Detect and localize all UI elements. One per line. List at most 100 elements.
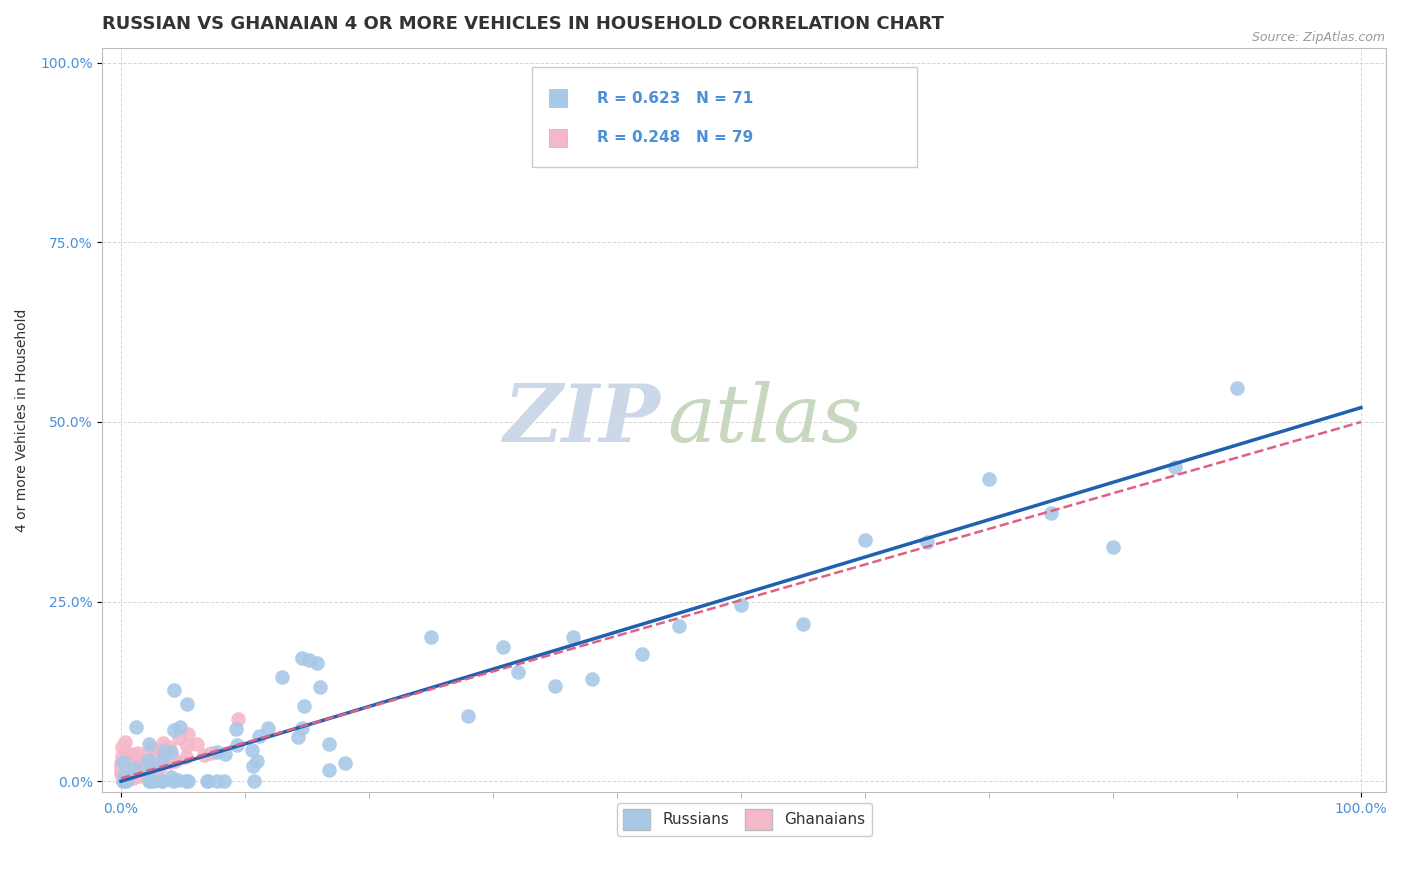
Point <box>200 746 222 760</box>
Point <box>214 747 236 762</box>
Point <box>292 698 315 713</box>
Point <box>121 771 143 785</box>
Point <box>176 739 198 753</box>
Point <box>212 774 235 789</box>
Text: R = 0.248   N = 79: R = 0.248 N = 79 <box>596 130 752 145</box>
Point <box>550 103 572 118</box>
Point <box>1102 540 1125 554</box>
Point <box>127 766 149 780</box>
Point <box>169 720 191 734</box>
Point <box>124 761 146 775</box>
Point <box>561 630 583 644</box>
Point <box>167 731 190 745</box>
Point <box>193 747 215 762</box>
Point <box>111 770 134 784</box>
Point <box>115 772 138 787</box>
Point <box>197 774 219 789</box>
Point <box>111 749 134 764</box>
Point <box>246 755 269 769</box>
Point <box>112 755 135 769</box>
Point <box>205 745 228 759</box>
Point <box>270 670 292 684</box>
Point <box>114 761 136 775</box>
Point <box>163 682 186 697</box>
Point <box>148 743 170 757</box>
Point <box>124 765 146 780</box>
Point <box>121 747 143 761</box>
Point <box>160 746 183 760</box>
Point <box>668 619 690 633</box>
Point <box>139 752 162 766</box>
Text: RUSSIAN VS GHANAIAN 4 OR MORE VEHICLES IN HOUSEHOLD CORRELATION CHART: RUSSIAN VS GHANAIAN 4 OR MORE VEHICLES I… <box>103 15 945 33</box>
Point <box>163 723 186 737</box>
Point <box>240 743 263 757</box>
Point <box>115 754 138 768</box>
Point <box>177 774 200 789</box>
Point <box>129 767 152 781</box>
Point <box>291 651 314 665</box>
Point <box>111 739 134 754</box>
Text: ZIP: ZIP <box>503 382 661 459</box>
Point <box>143 759 166 773</box>
Point <box>138 737 160 751</box>
Point <box>110 760 132 774</box>
Point <box>125 767 148 781</box>
Point <box>149 745 172 759</box>
Point <box>111 773 134 788</box>
Point <box>115 774 138 789</box>
Point <box>157 739 180 754</box>
Point <box>242 759 264 773</box>
Point <box>1164 460 1187 475</box>
Point <box>138 774 160 789</box>
Point <box>127 746 149 760</box>
Point <box>111 769 134 783</box>
Point <box>318 737 340 751</box>
Point <box>112 774 135 789</box>
Point <box>114 756 136 771</box>
Point <box>457 709 479 723</box>
Point <box>115 752 138 766</box>
Point <box>544 679 567 693</box>
Point <box>1039 507 1062 521</box>
Point <box>307 656 329 670</box>
Point <box>159 755 181 769</box>
Point <box>291 721 314 735</box>
Point <box>110 767 132 781</box>
Point <box>115 747 138 762</box>
Point <box>138 774 160 789</box>
Point <box>792 617 814 632</box>
Point <box>132 764 155 778</box>
Point <box>114 769 136 783</box>
Point <box>120 751 142 765</box>
Point <box>298 653 321 667</box>
Point <box>195 774 218 789</box>
Point <box>128 765 150 780</box>
Point <box>112 772 135 786</box>
Point <box>136 753 159 767</box>
Point <box>150 774 173 789</box>
Point <box>121 752 143 766</box>
Point <box>159 751 181 765</box>
Point <box>111 766 134 780</box>
Point <box>160 753 183 767</box>
Point <box>853 533 876 548</box>
Point <box>136 757 159 772</box>
Point <box>492 640 515 654</box>
Point <box>977 473 1000 487</box>
Point <box>160 770 183 784</box>
Point <box>115 753 138 767</box>
Point <box>112 757 135 772</box>
Point <box>118 761 141 775</box>
Point <box>121 766 143 780</box>
Point <box>176 750 198 764</box>
Point <box>160 750 183 764</box>
Point <box>225 738 247 752</box>
Point <box>165 754 187 768</box>
Point <box>139 761 162 775</box>
Point <box>420 630 443 644</box>
Point <box>127 758 149 772</box>
Point <box>118 765 141 780</box>
Point <box>150 774 173 789</box>
Point <box>135 758 157 772</box>
Point <box>730 598 752 612</box>
